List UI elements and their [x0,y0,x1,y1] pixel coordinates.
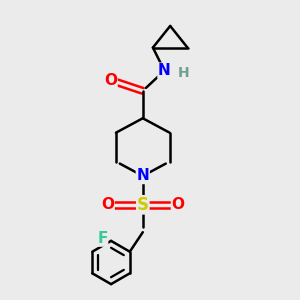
Text: O: O [104,73,117,88]
Text: O: O [101,197,114,212]
Text: O: O [172,197,184,212]
Text: N: N [136,169,149,184]
Text: F: F [97,231,108,246]
Text: S: S [137,196,149,214]
Text: N: N [158,63,171,78]
Text: H: H [177,66,189,80]
